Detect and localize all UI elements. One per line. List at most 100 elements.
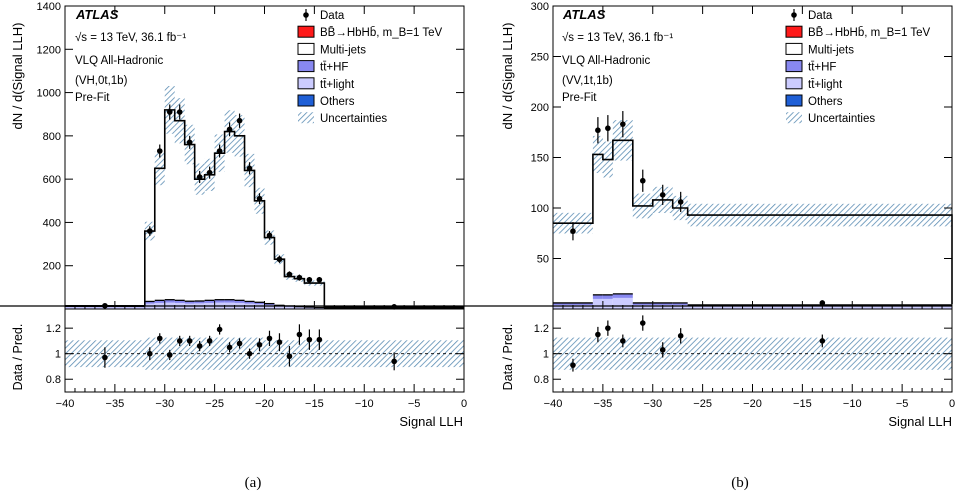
region-line-1: VLQ All-Hadronic xyxy=(75,55,163,67)
ratio-uncertainty-bin xyxy=(184,337,195,370)
caption-b: (b) xyxy=(731,475,749,491)
ratio-y-tick-label: 0.8 xyxy=(46,374,61,386)
data-point xyxy=(276,256,283,263)
y-tick-label: 250 xyxy=(531,52,549,64)
ratio-point xyxy=(186,338,193,344)
legend-swatch-ttlight xyxy=(297,77,315,90)
ratio-point xyxy=(226,344,233,351)
data-point xyxy=(236,117,243,124)
data-point xyxy=(156,148,163,154)
legend-swatch-signal xyxy=(785,25,803,38)
x-tick-label: −25 xyxy=(205,398,224,410)
ratio-point xyxy=(659,347,666,353)
ttlight-bar xyxy=(672,304,688,309)
ticks-b: −40 −35 −30 −25 −20 −15 −10 −5 0 50 100 150 200 250 30… xyxy=(531,1,955,410)
data-point xyxy=(605,125,611,132)
ttlight-bar xyxy=(274,306,285,309)
tthf-bar xyxy=(234,300,245,303)
y-tick-label: 50 xyxy=(537,254,549,266)
ratio-point xyxy=(266,335,273,342)
y-tick-label: 1200 xyxy=(37,44,61,56)
legend-label: tt̄+HF xyxy=(808,61,836,73)
x-tick-label: −15 xyxy=(793,398,812,410)
data-point xyxy=(146,228,153,234)
x-tick-label: −30 xyxy=(643,398,662,410)
ttlight-bar xyxy=(602,298,613,309)
ratio-point xyxy=(236,340,243,347)
x-tick-label: −40 xyxy=(544,398,563,410)
legend-label: Multi-jets xyxy=(320,44,366,56)
data-point xyxy=(677,199,684,205)
ttlight-bar xyxy=(314,307,325,309)
tthf-bar xyxy=(214,299,225,303)
ratio-uncertainty-bin xyxy=(214,337,225,370)
data-point xyxy=(570,228,576,235)
ratio-point xyxy=(620,338,626,344)
ratio-point xyxy=(639,320,646,326)
tthf-bar xyxy=(672,302,688,305)
region-line-3: Pre-Fit xyxy=(562,92,597,104)
ratio-point xyxy=(166,352,173,358)
ratio-band-b xyxy=(553,337,952,370)
ratio-point xyxy=(296,331,303,338)
prediction-outline xyxy=(65,109,464,308)
ratio-point xyxy=(605,325,611,331)
data-point xyxy=(226,126,233,133)
legend-data-marker xyxy=(303,12,309,18)
panel-a: −40 −35 −30 −25 −20 −15 −10 −5 0 200 400 600 800 1000… xyxy=(10,1,467,491)
ratio-y-tick-label: 1.2 xyxy=(534,323,549,335)
ttlight-bar xyxy=(592,298,603,309)
y-tick-label: 150 xyxy=(531,153,549,165)
y-tick-label: 200 xyxy=(43,261,61,273)
data-point xyxy=(819,300,826,306)
ttlight-bar xyxy=(294,307,305,309)
ratio-y-tick-label: 1.2 xyxy=(46,323,61,335)
data-point xyxy=(306,276,313,283)
ratio-y-axis-label: Data / Pred. xyxy=(501,324,515,391)
ratio-point xyxy=(316,336,323,343)
legend-label: Data xyxy=(808,10,833,22)
ratio-point xyxy=(595,331,601,338)
y-tick-label: 300 xyxy=(531,1,549,13)
ratio-y-tick-label: 0.8 xyxy=(534,374,549,386)
tthf-bar xyxy=(632,302,653,305)
ttlight-bar xyxy=(687,305,952,309)
tthf-bar xyxy=(264,303,275,306)
legend-label: tt̄+HF xyxy=(320,61,348,73)
x-tick-label: −15 xyxy=(305,398,324,410)
tthf-bar xyxy=(244,301,255,304)
ratio-point xyxy=(276,339,283,346)
energy-label: √s = 13 TeV, 36.1 fb⁻¹ xyxy=(75,31,186,44)
data-point xyxy=(166,109,173,115)
ratio-point xyxy=(156,335,163,342)
data-point xyxy=(176,109,183,115)
data-point xyxy=(266,232,273,239)
x-tick-label: 0 xyxy=(949,398,955,410)
uncertainty-band-a xyxy=(65,85,464,308)
y-tick-label: 600 xyxy=(43,174,61,186)
tthf-bar xyxy=(204,300,215,303)
tthf-bar xyxy=(652,302,673,305)
ratio-point xyxy=(677,333,684,339)
x-tick-label: −30 xyxy=(155,398,174,410)
tthf-bar xyxy=(224,299,235,303)
data-point xyxy=(256,195,263,202)
y-tick-label: 800 xyxy=(43,131,61,143)
y-tick-label: 100 xyxy=(531,203,549,215)
data-points-a xyxy=(102,104,397,310)
ratio-point xyxy=(819,338,826,344)
tthf-bar xyxy=(184,301,195,304)
x-tick-label: −10 xyxy=(843,398,862,410)
data-point xyxy=(316,276,323,283)
data-point xyxy=(620,121,626,127)
legend-swatch-others xyxy=(297,94,315,107)
x-axis-label: Signal LLH xyxy=(888,414,952,429)
ratio-point xyxy=(246,350,253,357)
atlas-label: ATLAS xyxy=(562,7,606,22)
data-point xyxy=(206,169,213,176)
legend-b: Data BB̄→HbHb̄, m_B=1 TeV Multi-jets tt̄+HF… xyxy=(785,9,931,125)
legend-swatch-uncertainty xyxy=(298,112,314,124)
tthf-bar xyxy=(174,300,185,303)
ratio-point xyxy=(306,336,313,343)
